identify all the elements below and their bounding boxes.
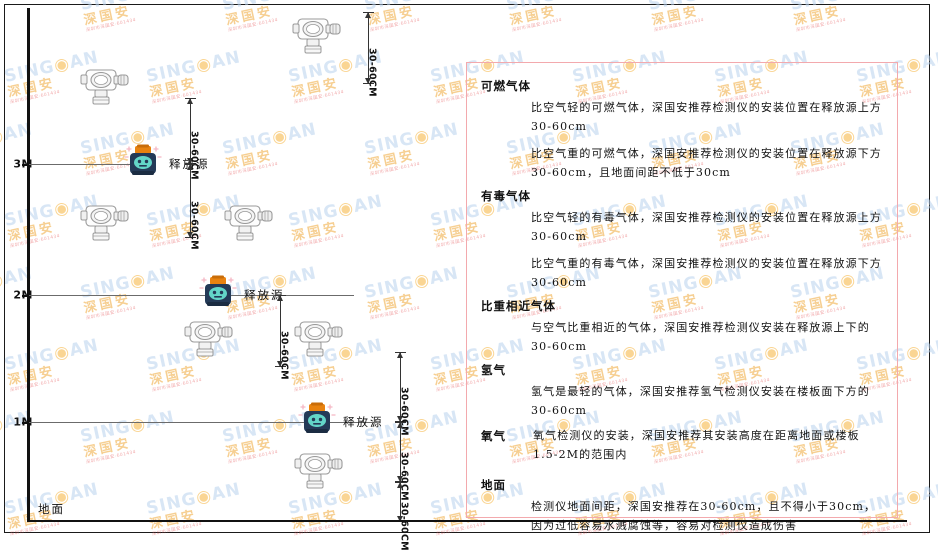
- guideline-section-title: 氢气: [481, 363, 506, 377]
- guideline-section: 氢气氢气是最轻的气体，深国安推荐氢气检测仪安装在楼板面下方的30-60cm: [481, 362, 885, 420]
- guideline-section-body: 检测仪地面间距，深国安推荐在30-60cm，且不得小于30cm，因为过低容易水溅…: [531, 497, 885, 535]
- guideline-section-body: 氢气是最轻的气体，深国安推荐氢气检测仪安装在楼板面下方的30-60cm: [531, 382, 885, 420]
- ground-label: 地面: [38, 502, 65, 516]
- dimension-label: 30-60CM: [188, 201, 200, 250]
- gas-detector-icon: [182, 316, 234, 364]
- release-source-icon: [296, 402, 338, 442]
- guideline-paragraph: 与空气比重相近的气体，深国安推荐检测仪安装在释放源上下的30-60cm: [531, 321, 870, 353]
- guideline-section-title: 可燃气体: [481, 79, 531, 93]
- guideline-paragraph: 氧气检测仪的安装，深国安推荐其安装高度在距离地面或楼板1.5-2M的范围内: [533, 429, 860, 461]
- gas-detector-icon: [292, 448, 344, 496]
- gas-detector-icon: [78, 200, 130, 248]
- guideline-section-title: 有毒气体: [481, 189, 531, 203]
- gas-detector-icon: [222, 200, 274, 248]
- vertical-axis: [27, 8, 30, 521]
- guideline-section-body: 比空气轻的有毒气体，深国安推荐检测仪的安装位置在释放源上方30-60cm 比空气重…: [531, 208, 885, 292]
- guideline-section: 氧气 氧气检测仪的安装，深国安推荐其安装高度在距离地面或楼板1.5-2M的范围内: [481, 426, 885, 472]
- axis-tick: [22, 295, 31, 297]
- dimension-label: 30-60CM: [366, 48, 378, 97]
- guideline-section-title: 比重相近气体: [481, 299, 556, 313]
- dimension-label: 30-60CM: [398, 502, 410, 551]
- gas-detector-icon: [78, 64, 130, 112]
- level-line-3m: [29, 164, 139, 165]
- gas-detector-icon: [292, 316, 344, 364]
- axis-label-3m: 3M: [13, 157, 33, 171]
- release-source-label: 释放源: [343, 415, 384, 429]
- guideline-paragraph: 比空气重的可燃气体，深国安推荐检测仪的安装位置在释放源下方30-60cm，且地面…: [531, 147, 882, 179]
- guideline-paragraph: 检测仪地面间距，深国安推荐在30-60cm，且不得小于30cm，因为过低容易水溅…: [531, 500, 877, 532]
- outer-frame: [4, 4, 930, 533]
- level-line-2m: [29, 295, 354, 296]
- guideline-section-body: 氧气检测仪的安装，深国安推荐其安装高度在距离地面或楼板1.5-2M的范围内: [533, 426, 885, 466]
- axis-tick: [22, 164, 31, 166]
- axis-tick: [22, 422, 31, 424]
- axis-label-1m: 1M: [13, 415, 33, 429]
- guideline-section: 地面检测仪地面间距，深国安推荐在30-60cm，且不得小于30cm，因为过低容易…: [481, 477, 885, 535]
- guideline-paragraph: 比空气轻的有毒气体，深国安推荐检测仪的安装位置在释放源上方30-60cm: [531, 211, 882, 243]
- axis-label-2m: 2M: [13, 288, 33, 302]
- guideline-section-body: 与空气比重相近的气体，深国安推荐检测仪安装在释放源上下的30-60cm: [531, 318, 885, 356]
- release-source-label: 释放源: [244, 288, 285, 302]
- release-source-icon: [122, 144, 164, 184]
- ground-axis: [27, 520, 907, 522]
- level-line-1m: [29, 422, 374, 423]
- guideline-paragraph: 氢气是最轻的气体，深国安推荐氢气检测仪安装在楼板面下方的30-60cm: [531, 385, 870, 417]
- gas-installation-guidelines-panel: 可燃气体 比空气轻的可燃气体，深国安推荐检测仪的安装位置在释放源上方30-60cm…: [466, 62, 898, 532]
- guideline-section: 比重相近气体与空气比重相近的气体，深国安推荐检测仪安装在释放源上下的30-60c…: [481, 298, 885, 356]
- guideline-section-title: 氧气: [481, 429, 506, 443]
- guideline-paragraph: 比空气轻的可燃气体，深国安推荐检测仪的安装位置在释放源上方30-60cm: [531, 101, 882, 133]
- guideline-section-body: 比空气轻的可燃气体，深国安推荐检测仪的安装位置在释放源上方30-60cm 比空气重…: [531, 98, 885, 182]
- guideline-section: 有毒气体 比空气轻的有毒气体，深国安推荐检测仪的安装位置在释放源上方30-60cm…: [481, 188, 885, 292]
- guideline-section-title: 地面: [481, 478, 506, 492]
- guideline-paragraph: 比空气重的有毒气体，深国安推荐检测仪的安装位置在释放源下方30-60cm: [531, 257, 882, 289]
- installation-height-diagram: 3M2M1M地面释放源释放源释放源30-60CM30-60CM30-60CM30…: [0, 0, 460, 551]
- dimension-label: 30-60CM: [278, 331, 290, 380]
- release-source-icon: [197, 275, 239, 315]
- gas-detector-icon: [290, 13, 342, 61]
- guideline-section: 可燃气体 比空气轻的可燃气体，深国安推荐检测仪的安装位置在释放源上方30-60cm…: [481, 78, 885, 182]
